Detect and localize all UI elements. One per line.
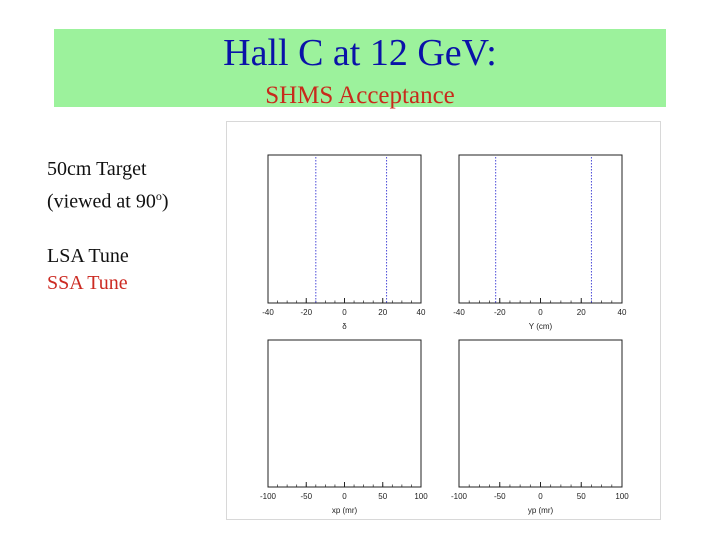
view-angle-label: (viewed at 90o): [47, 183, 169, 216]
view-angle-close: ): [161, 190, 169, 213]
plot-yp-xlabel: yp (mr): [528, 506, 554, 515]
plot-delta-tick-label: -20: [300, 308, 312, 317]
plot-yp-tick-label: 100: [615, 492, 629, 501]
plot-xp-tick-label: 100: [414, 492, 428, 501]
plot-delta-tick-label: 0: [342, 308, 347, 317]
slide-title: Hall C at 12 GeV:: [223, 32, 497, 74]
plot-yp-tick-label: 50: [577, 492, 586, 501]
degree-sup: o: [155, 189, 162, 203]
plot-xp-tick-label: -50: [300, 492, 312, 501]
plot-delta-tick-label: -40: [262, 308, 274, 317]
acceptance-plots: -40 -20 0 20 40 δ -40 -20 0 20 40 Y (cm) -100 -50 0 50 1…: [226, 121, 629, 515]
title-banner: Hall C at 12 GeV: SHMS Acceptance: [54, 29, 666, 109]
plot-delta-tick-label: 20: [378, 308, 387, 317]
plot-yp-tick-label: -50: [494, 492, 506, 501]
plot-y-frame: [458, 154, 623, 304]
plot-xp-tick-label: -100: [260, 492, 277, 501]
plot-y-xlabel: Y (cm): [529, 322, 553, 331]
plot-y-tick-label: 0: [538, 308, 543, 317]
plot-y-tick-label: -40: [453, 308, 465, 317]
plot-y-tick-label: -20: [494, 308, 506, 317]
plot-delta-xlabel: δ: [342, 322, 347, 331]
plot-delta-tick-label: 40: [417, 308, 426, 317]
legend-text: 50cm Target (viewed at 90o) LSA Tune SSA…: [47, 156, 169, 297]
plot-delta-frame: [267, 154, 422, 304]
plot-yp-tick-label: -100: [451, 492, 468, 501]
plot-xp-frame: [267, 339, 422, 488]
plot-panel: -40 -20 0 20 40 δ -40 -20 0 20 40 Y (cm) -100 -50 0 50 1…: [226, 121, 661, 520]
slide-subtitle: SHMS Acceptance: [265, 82, 455, 109]
plot-y-tick-label: 40: [618, 308, 627, 317]
plot-xp-tick-label: 50: [378, 492, 387, 501]
plot-yp-tick-label: 0: [538, 492, 543, 501]
plot-y-tick-label: 20: [577, 308, 586, 317]
legend-lsa: LSA Tune: [47, 244, 129, 267]
view-angle-text: (viewed at 90: [47, 190, 156, 213]
target-label: 50cm Target: [47, 158, 147, 180]
plot-xp-tick-label: 0: [342, 492, 347, 501]
legend-ssa: SSA Tune: [47, 271, 128, 294]
plot-yp-frame: [458, 339, 623, 488]
plot-xp-xlabel: xp (mr): [332, 506, 358, 515]
